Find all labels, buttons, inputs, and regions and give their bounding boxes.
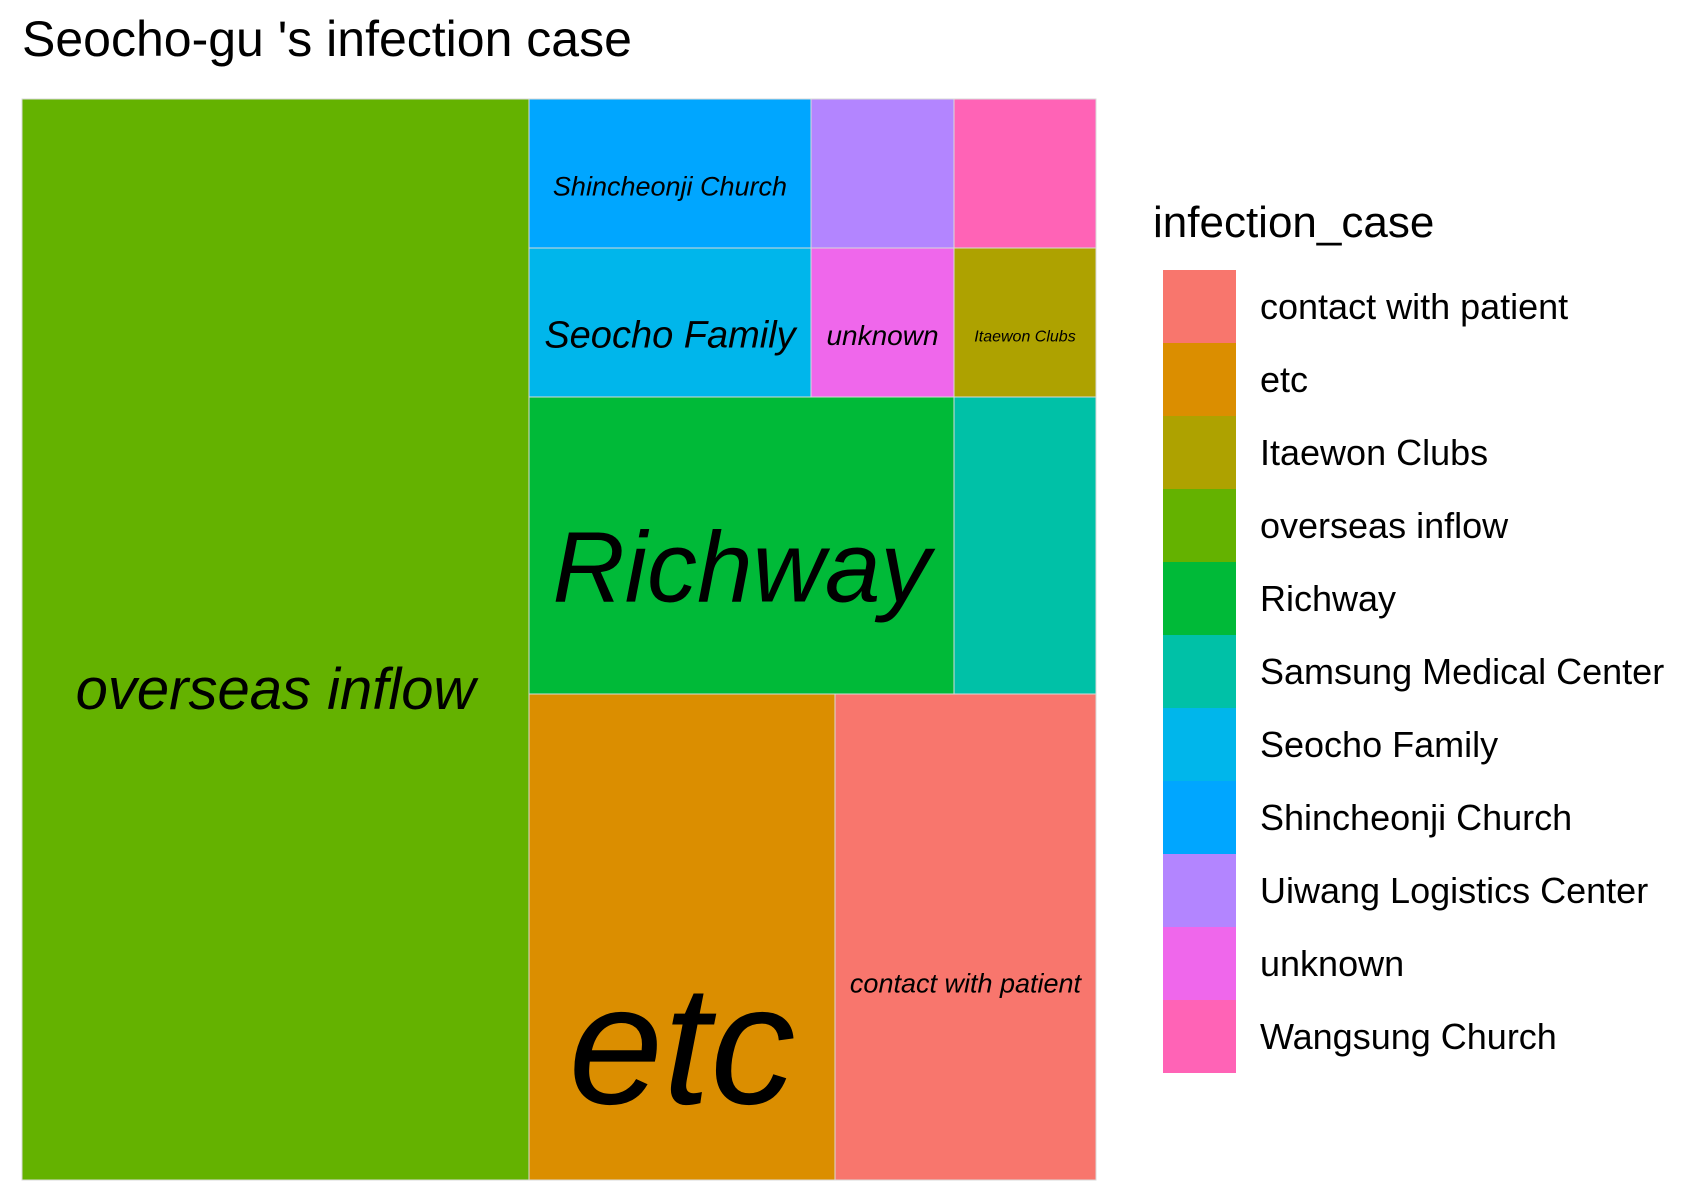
legend-key-etc — [1163, 343, 1236, 416]
tile-overseas-inflow — [21, 98, 530, 1181]
tile-label-overseas-inflow: overseas inflow — [76, 657, 479, 722]
legend-title: infection_case — [1153, 198, 1435, 247]
legend-key-richway — [1163, 562, 1236, 635]
tile-unknown — [810, 247, 955, 398]
tile-label-unknown: unknown — [826, 320, 938, 351]
legend-label-shincheonji-church: Shincheonji Church — [1260, 797, 1573, 838]
chart-title: Seocho-gu 's infection case — [22, 11, 632, 67]
legend-label-contact-with-patient: contact with patient — [1260, 286, 1569, 327]
legend-label-uiwang-logistics-center: Uiwang Logistics Center — [1260, 870, 1649, 911]
legend-key-overseas-inflow — [1163, 489, 1236, 562]
legend-key-samsung-medical-center — [1163, 635, 1236, 708]
tile-label-richway: Richway — [553, 512, 937, 624]
legend-key-wangsung-church — [1163, 1000, 1236, 1073]
legend-label-etc: etc — [1260, 359, 1309, 400]
tile-label-etc: etc — [569, 950, 796, 1140]
tile-uiwang-logistics-center — [810, 98, 955, 249]
tile-etc — [528, 693, 836, 1181]
tile-itaewon-clubs — [953, 247, 1097, 398]
legend-label-seocho-family: Seocho Family — [1260, 724, 1499, 765]
legend-label-samsung-medical-center: Samsung Medical Center — [1260, 651, 1665, 692]
legend-key-uiwang-logistics-center — [1163, 854, 1236, 927]
legend-label-unknown: unknown — [1260, 943, 1405, 984]
legend-key-unknown — [1163, 927, 1236, 1000]
legend-key-itaewon-clubs — [1163, 416, 1236, 489]
legend-key-shincheonji-church — [1163, 781, 1236, 854]
legend-label-wangsung-church: Wangsung Church — [1260, 1016, 1557, 1057]
legend-key-contact-with-patient — [1163, 270, 1236, 343]
tile-wangsung-church — [953, 98, 1097, 249]
tile-contact-with-patient — [834, 693, 1097, 1181]
tile-samsung-medical-center — [953, 396, 1097, 695]
tile-label-itaewon-clubs: Itaewon Clubs — [974, 329, 1075, 346]
treemap-plot: overseas inflow etc contact with patient Ri… — [21, 98, 1097, 1181]
tile-shincheonji-church — [528, 98, 812, 249]
tile-label-contact-with-patient: contact with patient — [850, 969, 1083, 999]
legend-label-richway: Richway — [1260, 578, 1397, 619]
legend-key-seocho-family — [1163, 708, 1236, 781]
legend-label-itaewon-clubs: Itaewon Clubs — [1260, 432, 1489, 473]
tile-seocho-family — [528, 247, 812, 398]
tile-label-seocho-family: Seocho Family — [544, 314, 797, 356]
tile-label-shincheonji-church: Shincheonji Church — [553, 172, 787, 202]
legend-label-overseas-inflow: overseas inflow — [1260, 505, 1509, 546]
